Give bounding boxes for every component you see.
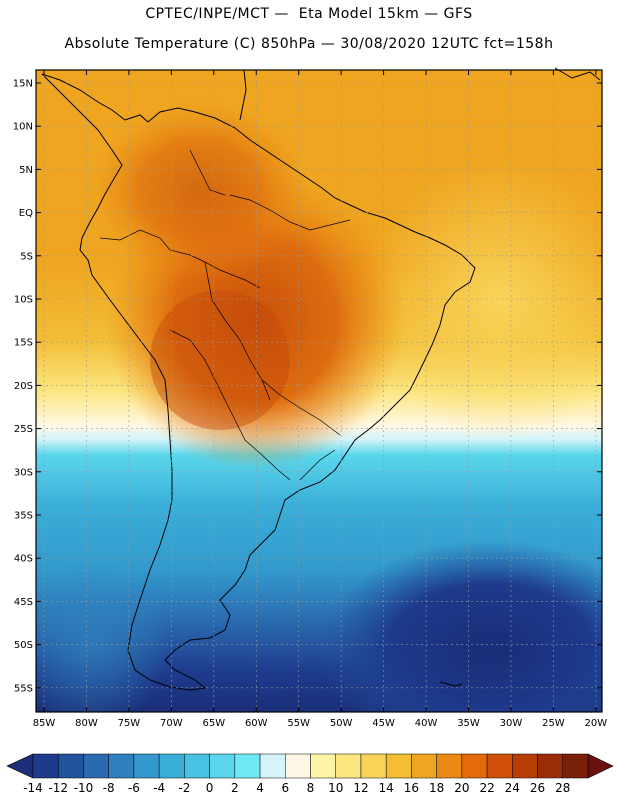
colorbar-label: 26 [530, 781, 545, 795]
colorbar-label: 22 [479, 781, 494, 795]
colorbar-label: 24 [505, 781, 520, 795]
colorbar-label: -12 [48, 781, 68, 795]
colorbar-label: -8 [103, 781, 115, 795]
lat-label: 50S [14, 640, 33, 651]
colorbar-label: -10 [74, 781, 94, 795]
lat-label: 55S [14, 683, 33, 694]
lat-label: 15N [13, 79, 33, 90]
lon-label: 55W [287, 718, 310, 729]
colorbar-label: 28 [555, 781, 570, 795]
lon-label: 85W [33, 718, 56, 729]
lon-label: 50W [330, 718, 353, 729]
lat-label: EQ [19, 208, 33, 219]
lon-label: 35W [457, 718, 480, 729]
colorbar-swatch [158, 753, 185, 779]
colorbar-label: 6 [281, 781, 289, 795]
lon-label: 30W [500, 718, 523, 729]
colorbar-swatch [83, 753, 109, 779]
graticule [36, 70, 602, 712]
colorbar-label: 4 [256, 781, 264, 795]
colorbar-high-arrow [587, 753, 614, 779]
colorbar-swatch [57, 753, 84, 779]
colorbar-swatch [537, 753, 564, 779]
colorbar-label: 18 [429, 781, 444, 795]
colorbar-swatch [486, 753, 513, 779]
country-borders [99, 149, 351, 481]
colorbar-swatch [133, 753, 160, 779]
colorbar-label: -2 [178, 781, 190, 795]
longitude-labels: 85W 80W 75W 70W 65W 60W 55W 50W 45W 40W 35W 30W 25W 2… [33, 70, 608, 729]
colorbar: -14 -12 -10 -8 -6 -4 -2 0 2 4 6 8 10 12 14 16 18 20 22 24 26… [6, 753, 614, 795]
colorbar-label: 20 [454, 781, 469, 795]
colorbar-swatch [108, 753, 135, 779]
colorbar-label: 2 [231, 781, 239, 795]
lon-label: 45W [372, 718, 395, 729]
lon-label: 60W [245, 718, 268, 729]
colorbar-label: 0 [206, 781, 214, 795]
lon-label: 75W [118, 718, 141, 729]
lon-label: 80W [75, 718, 98, 729]
colorbar-label: 16 [404, 781, 419, 795]
lat-label: 5N [19, 165, 33, 176]
latitude-labels: 15N 10N 5N EQ 5S 10S 15S 20S 25S 30S 35S 40S 45S 50S 5… [13, 79, 602, 694]
colorbar-label: 14 [379, 781, 394, 795]
lat-label: 10S [14, 295, 33, 306]
colorbar-swatch [32, 753, 59, 779]
lat-label: 45S [14, 597, 33, 608]
colorbar-swatch [259, 753, 286, 779]
colorbar-swatch [411, 753, 437, 779]
lat-label: 20S [14, 381, 33, 392]
lat-label: 30S [14, 467, 33, 478]
lat-label: 10N [13, 122, 33, 133]
colorbar-label: 10 [328, 781, 343, 795]
lon-label: 70W [160, 718, 183, 729]
colorbar-low-arrow [6, 753, 34, 779]
colorbar-swatch [436, 753, 463, 779]
coastline [41, 67, 601, 691]
lat-label: 15S [14, 338, 33, 349]
lon-label: 40W [415, 718, 438, 729]
colorbar-swatch [234, 753, 261, 779]
colorbar-swatch [184, 753, 210, 779]
colorbar-swatch [209, 753, 236, 779]
colorbar-swatch [461, 753, 488, 779]
colorbar-swatch [285, 753, 311, 779]
lat-label: 35S [14, 511, 33, 522]
colorbar-swatch [385, 753, 412, 779]
temperature-field [36, 70, 602, 712]
lon-label: 20W [585, 718, 608, 729]
colorbar-swatch [360, 753, 387, 779]
colorbar-label: 12 [353, 781, 368, 795]
lat-label: 40S [14, 554, 33, 565]
colorbar-label: 8 [307, 781, 315, 795]
title-line-2: Absolute Temperature (C) 850hPa — 30/08/… [64, 36, 554, 52]
colorbar-swatch [335, 753, 362, 779]
map-frame [35, 69, 603, 713]
lon-label: 65W [202, 718, 225, 729]
lat-label: 25S [14, 424, 33, 435]
lon-label: 25W [542, 718, 565, 729]
lat-label: 5S [20, 251, 33, 262]
colorbar-swatch [562, 753, 589, 779]
colorbar-label: -4 [153, 781, 165, 795]
colorbar-swatch [512, 753, 538, 779]
colorbar-label: -6 [128, 781, 140, 795]
colorbar-swatch [310, 753, 336, 779]
title-line-1: CPTEC/INPE/MCT — Eta Model 15km — GFS [145, 6, 473, 22]
colorbar-label: -14 [23, 781, 43, 795]
